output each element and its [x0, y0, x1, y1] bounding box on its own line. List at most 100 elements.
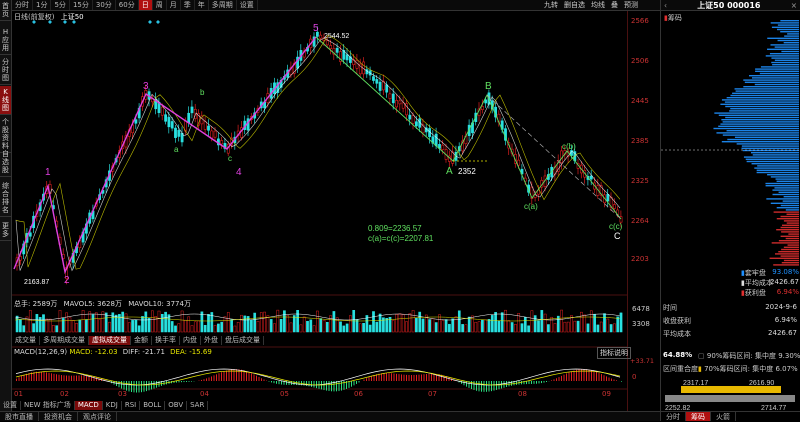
tool-button-4[interactable]: 预测 — [624, 0, 638, 11]
sidebar-tab-2[interactable]: 分时图 — [0, 56, 11, 85]
volume-bar — [250, 320, 252, 332]
volume-bar — [547, 325, 549, 332]
volume-tab-2[interactable]: 虚拟成交量 — [89, 336, 131, 345]
tool-button-3[interactable]: 叠 — [611, 0, 618, 11]
back-icon[interactable]: ‹ — [664, 1, 667, 10]
chip-bar — [775, 46, 799, 47]
sidebar-tab-7[interactable]: 更多 — [0, 220, 11, 241]
sidebar-tab-0[interactable]: 首页 — [0, 0, 11, 21]
sidebar-tab-1[interactable]: H应用 — [0, 26, 11, 55]
volume-bar — [567, 322, 569, 332]
tool-button-1[interactable]: 删自选 — [564, 0, 585, 11]
macd-bar — [191, 381, 192, 382]
volume-bar — [330, 316, 332, 332]
wave-label: C — [614, 231, 621, 241]
bottom-tab-2[interactable]: 观点评论 — [78, 412, 117, 421]
volume-bar — [39, 317, 41, 332]
volume-bar — [158, 311, 160, 332]
info-value: 2024-9-6 — [765, 303, 797, 311]
period-tab-1[interactable]: 1分 — [33, 0, 51, 10]
volume-bar — [267, 316, 269, 332]
macd-bar — [404, 375, 405, 381]
wave-label: 2352 — [458, 167, 476, 176]
volume-tab-5[interactable]: 内盘 — [180, 336, 201, 345]
macd-bar — [121, 381, 122, 389]
macd-bar — [71, 376, 72, 381]
volume-tab-4[interactable]: 换手率 — [152, 336, 180, 345]
sidebar-tab-6[interactable]: 综合排名 — [0, 180, 11, 217]
chip-bar — [713, 128, 799, 129]
bottom-tab-1[interactable]: 投资机会 — [39, 412, 78, 421]
volume-bar — [396, 315, 398, 332]
volume-tab-6[interactable]: 外盘 — [201, 336, 222, 345]
chip-bar — [729, 110, 799, 111]
chip-bar — [774, 187, 799, 188]
tool-button-0[interactable]: 九转 — [544, 0, 558, 11]
volume-tab-7[interactable]: 盘后成交量 — [222, 336, 264, 345]
legend-value: 6.94% — [777, 288, 799, 296]
volume-bar — [455, 317, 457, 332]
period-tab-12[interactable]: 设置 — [237, 0, 258, 10]
macd-bar — [414, 375, 415, 381]
volume-tab-1[interactable]: 多周期成交量 — [40, 336, 89, 345]
macd-bar — [69, 376, 70, 381]
volume-bar — [145, 312, 147, 332]
period-tab-0[interactable]: 分时 — [12, 0, 33, 10]
indicator-tab-3[interactable]: KDJ — [103, 401, 122, 410]
macd-bar — [249, 372, 250, 381]
volume-bar — [524, 317, 526, 332]
volume-tab-3[interactable]: 金额 — [131, 336, 152, 345]
sidebar-tab-5[interactable]: 自选股 — [0, 148, 11, 177]
indicator-tab-4[interactable]: RSI — [122, 401, 140, 410]
indicator-help-button[interactable]: 指标说明 — [597, 347, 631, 359]
tool-button-2[interactable]: 均线 — [591, 0, 605, 11]
volume-bar — [620, 313, 622, 332]
volume-bar — [79, 320, 81, 332]
period-tab-11[interactable]: 多周期 — [209, 0, 237, 10]
period-tab-2[interactable]: 5分 — [51, 0, 69, 10]
volume-tab-0[interactable]: 成交量 — [12, 336, 40, 345]
sidebar-tab-3[interactable]: K线图 — [0, 86, 11, 115]
candle — [198, 109, 200, 129]
volume-bar — [221, 322, 223, 332]
close-icon[interactable]: × — [791, 1, 797, 10]
period-tab-5[interactable]: 60分 — [116, 0, 139, 10]
bottom-tab-0[interactable]: 股市直播 — [0, 412, 39, 421]
indicator-tab-1[interactable]: NEW 指标广场 — [21, 401, 75, 410]
volume-bar — [191, 326, 193, 332]
indicator-tab-0[interactable]: 设置 — [0, 401, 21, 410]
volume-bar — [607, 319, 609, 332]
volume-bar — [452, 319, 454, 332]
volume-bar — [491, 315, 493, 332]
wave-label: 5 — [313, 23, 319, 34]
price-tick: 2264 — [631, 217, 649, 225]
period-tab-6[interactable]: 日 — [139, 0, 153, 10]
volume-bar — [399, 314, 401, 332]
indicator-tab-5[interactable]: BOLL — [140, 401, 165, 410]
chip-tab-2[interactable]: 火箭 — [711, 412, 736, 421]
period-tab-8[interactable]: 月 — [167, 0, 181, 10]
macd-bar — [179, 381, 180, 382]
period-tab-7[interactable]: 周 — [153, 0, 167, 10]
chip-tab-0[interactable]: 分时 — [661, 412, 686, 421]
indicator-tab-2[interactable]: MACD — [75, 401, 103, 410]
volume-bar — [561, 310, 563, 332]
chip-bar — [787, 222, 799, 223]
period-tab-3[interactable]: 15分 — [70, 0, 93, 10]
period-tab-9[interactable]: 季 — [181, 0, 195, 10]
indicator-tab-7[interactable]: SAR — [187, 401, 208, 410]
chip-tab-1[interactable]: 筹码 — [686, 412, 711, 421]
volume-bar — [432, 319, 434, 332]
period-tab-10[interactable]: 年 — [195, 0, 209, 10]
volume-bar — [336, 318, 338, 332]
wave-label: c(b) — [562, 142, 576, 151]
period-tab-4[interactable]: 30分 — [93, 0, 116, 10]
volume-bar — [227, 312, 229, 332]
indicator-tab-6[interactable]: OBV — [165, 401, 187, 410]
legend-label: 平均成本 — [745, 279, 773, 287]
macd-bar — [181, 381, 182, 382]
macd-bar — [86, 375, 87, 381]
